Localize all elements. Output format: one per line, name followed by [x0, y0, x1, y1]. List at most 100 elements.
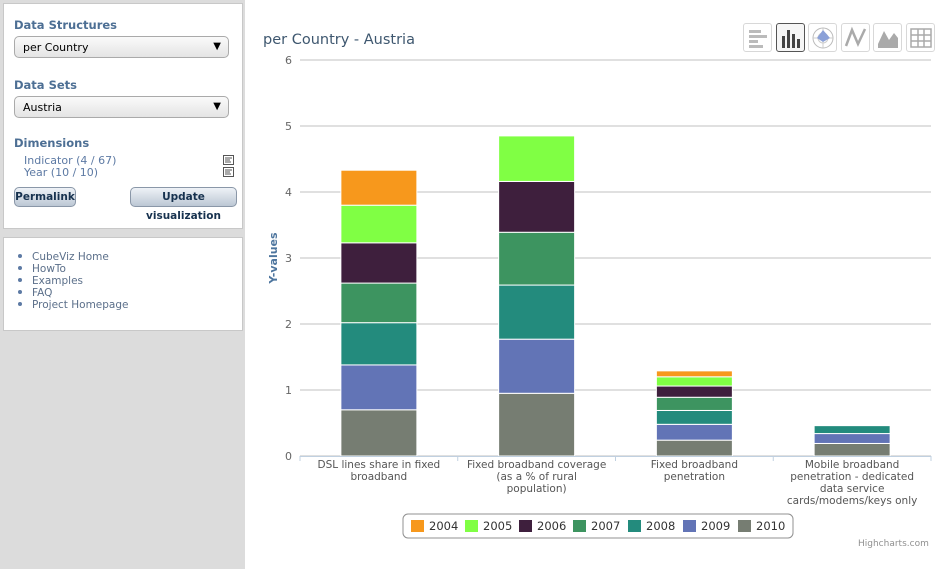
bar-segment [498, 338, 576, 394]
y-tick-label: 5 [285, 120, 292, 133]
bar-segment [655, 385, 733, 398]
table-button[interactable] [906, 23, 935, 52]
x-category-label: cards/modems/keys only [787, 495, 917, 507]
list-item[interactable]: FAQ [18, 287, 129, 299]
x-category-label: penetration - dedicated [790, 471, 914, 483]
list-item[interactable]: Project Homepage [18, 299, 129, 311]
bar-segment [813, 433, 891, 444]
legend-swatch [519, 520, 532, 532]
bar-segment [340, 409, 418, 457]
dropdown-arrow-icon: ▼ [213, 101, 221, 112]
legend-label: 2006 [537, 519, 566, 533]
howto-link[interactable]: HowTo [32, 263, 66, 275]
column-chart-button[interactable] [776, 23, 805, 52]
dimension-year-link[interactable]: Year (10 / 10) [24, 166, 99, 179]
x-category-label: Fixed broadband coverage [467, 459, 606, 471]
dropdown-arrow-icon: ▼ [213, 41, 221, 52]
y-tick-label: 0 [285, 450, 292, 463]
bar-segment [340, 282, 418, 324]
legend-label: 2004 [429, 519, 458, 533]
line-chart-icon [844, 26, 867, 48]
bar-segment [655, 423, 733, 441]
chart-title: per Country - Austria [263, 32, 415, 48]
bar-segment [498, 180, 576, 233]
bar-segment [340, 169, 418, 206]
list-item[interactable]: Examples [18, 275, 129, 287]
credits-link[interactable]: Highcharts.com [858, 539, 929, 549]
bar-segment [498, 135, 576, 182]
bar-segment [340, 204, 418, 244]
area-chart-button[interactable] [873, 23, 902, 52]
dimension-indicator-link[interactable]: Indicator (4 / 67) [24, 154, 117, 167]
bullet-icon [18, 254, 22, 258]
area-chart-icon [878, 31, 898, 48]
data-structure-value: per Country [23, 41, 89, 54]
legend-swatch [411, 520, 424, 532]
x-category-label: population) [507, 483, 567, 495]
bar-segment [498, 231, 576, 286]
examples-link[interactable]: Examples [32, 275, 84, 287]
polar-chart-button[interactable] [808, 23, 837, 52]
polar-chart-icon [812, 27, 834, 49]
bar-segment [340, 242, 418, 284]
y-tick-label: 1 [285, 384, 292, 397]
bar-chart-icon [749, 30, 767, 48]
links-panel: CubeViz Home HowTo Examples FAQ Project … [3, 237, 243, 331]
data-set-value: Austria [23, 101, 62, 114]
x-category-label: Fixed broadband [651, 459, 738, 471]
edit-dimension-icon[interactable] [223, 167, 234, 177]
bar-segment [655, 370, 733, 378]
x-category-label: penetration [664, 471, 725, 483]
y-tick-label: 6 [285, 54, 292, 67]
bullet-icon [18, 278, 22, 282]
bar-segment [655, 396, 733, 411]
bullet-icon [18, 290, 22, 294]
bar-chart-button[interactable] [743, 23, 772, 52]
bar-segment [340, 364, 418, 411]
project-homepage-link[interactable]: Project Homepage [32, 299, 129, 311]
bar-segment [655, 439, 733, 457]
legend-swatch [465, 520, 478, 532]
settings-panel: Data Structures per Country ▼ Data Sets … [3, 3, 243, 229]
data-set-select[interactable]: Austria ▼ [14, 96, 229, 118]
line-chart-button[interactable] [841, 23, 870, 52]
legend-swatch [683, 520, 696, 532]
bar-segment [498, 284, 576, 340]
x-category-label: broadband [351, 471, 408, 483]
data-sets-title: Data Sets [14, 78, 77, 92]
x-category-label: DSL lines share in fixed [318, 459, 441, 471]
y-tick-label: 4 [285, 186, 292, 199]
legend-label: 2009 [701, 519, 730, 533]
bar-segment [655, 376, 733, 387]
cubeviz-home-link[interactable]: CubeViz Home [32, 251, 109, 263]
list-item[interactable]: CubeViz Home [18, 251, 129, 263]
bar-segment [498, 392, 576, 457]
bar-segment [813, 425, 891, 435]
dimensions-title: Dimensions [14, 136, 90, 150]
y-tick-label: 2 [285, 318, 292, 331]
legend-swatch [573, 520, 586, 532]
data-structures-title: Data Structures [14, 18, 118, 32]
column-chart-icon [782, 30, 800, 48]
faq-link[interactable]: FAQ [32, 287, 53, 299]
legend-swatch [738, 520, 751, 532]
legend-label: 2007 [591, 519, 620, 533]
bar-segment [340, 322, 418, 366]
table-icon [910, 28, 932, 48]
legend-swatch [628, 520, 641, 532]
list-item[interactable]: HowTo [18, 263, 129, 275]
legend-label: 2010 [756, 519, 785, 533]
bar-segment [655, 409, 733, 425]
update-visualization-button[interactable]: Update visualization [130, 187, 237, 222]
permalink-button[interactable]: Permalink [14, 187, 76, 207]
x-category-label: data service [820, 483, 885, 495]
sidebar: Data Structures per Country ▼ Data Sets … [0, 0, 245, 569]
x-category-label: Mobile broadband [805, 459, 899, 471]
y-axis-title: Y-values [267, 232, 280, 285]
bar-segment [813, 442, 891, 457]
data-structure-select[interactable]: per Country ▼ [14, 36, 229, 58]
x-category-label: (as a % of rural [496, 471, 577, 483]
edit-dimension-icon[interactable] [223, 155, 234, 165]
y-tick-label: 3 [285, 252, 292, 265]
